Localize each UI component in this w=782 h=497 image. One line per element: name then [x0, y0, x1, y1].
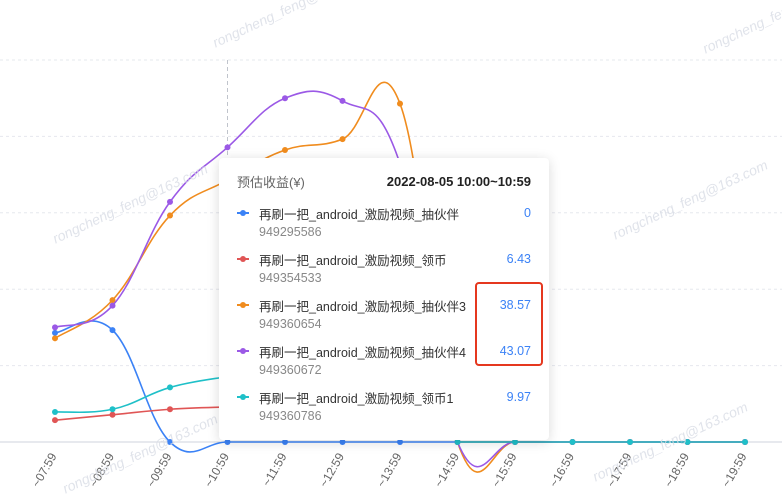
highlight-box	[475, 282, 543, 366]
series-marker-icon	[237, 350, 249, 352]
tooltip-series-name: 再刷一把_android_激励视频_抽伙伴	[259, 204, 459, 223]
x-tick-label: ~12:59	[316, 450, 347, 489]
data-point	[52, 417, 58, 423]
data-point	[110, 327, 116, 333]
tooltip-title: 预估收益(¥)	[237, 172, 305, 191]
x-tick-label: ~16:59	[546, 450, 577, 489]
tooltip-series-id: 949360654	[259, 317, 322, 331]
data-point	[52, 335, 58, 341]
tooltip-item: 再刷一把_android_激励视频_领币1 949360786 9.97	[237, 388, 531, 434]
data-point	[110, 303, 116, 309]
tooltip-series-name: 再刷一把_android_激励视频_领币	[259, 250, 447, 269]
data-point	[167, 213, 173, 219]
data-point	[52, 324, 58, 330]
tooltip-item: 再刷一把_android_激励视频_抽伙伴 949295586 0	[237, 204, 531, 250]
x-tick-label: ~11:59	[259, 450, 289, 489]
data-point	[225, 144, 231, 150]
tooltip-series-value: 6.43	[507, 252, 531, 266]
tooltip-series-id: 949360672	[259, 363, 322, 377]
tooltip-series-id: 949360786	[259, 409, 322, 423]
x-tick-label: ~07:59	[29, 450, 60, 489]
series-line	[55, 377, 228, 413]
tooltip-time: 2022-08-05 10:00~10:59	[387, 174, 531, 189]
tooltip-series-id: 949295586	[259, 225, 322, 239]
data-point	[340, 98, 346, 104]
tooltip-series-id: 949354533	[259, 271, 322, 285]
x-tick-label: ~18:59	[661, 450, 692, 489]
tooltip-series-name: 再刷一把_android_激励视频_抽伙伴3	[259, 296, 466, 315]
series-marker-icon	[237, 212, 249, 214]
x-tick-label: ~19:59	[719, 450, 750, 489]
series-marker-icon	[237, 396, 249, 398]
data-point	[52, 409, 58, 415]
series-marker-icon	[237, 304, 249, 306]
data-point	[167, 406, 173, 412]
data-point	[110, 406, 116, 412]
tooltip-series-name: 再刷一把_android_激励视频_领币1	[259, 388, 454, 407]
tooltip-series-name: 再刷一把_android_激励视频_抽伙伴4	[259, 342, 466, 361]
data-point	[742, 439, 748, 445]
data-point	[282, 147, 288, 153]
data-point	[167, 384, 173, 390]
x-tick-label: ~13:59	[374, 450, 405, 489]
data-point	[627, 439, 633, 445]
series-marker-icon	[237, 258, 249, 260]
data-point	[340, 136, 346, 142]
x-tick-label: ~10:59	[201, 450, 232, 489]
data-point	[570, 439, 576, 445]
data-point	[282, 95, 288, 101]
data-point	[110, 412, 116, 418]
tooltip-series-value: 0	[524, 206, 531, 220]
x-tick-label: ~14:59	[431, 450, 462, 489]
tooltip-series-value: 9.97	[507, 390, 531, 404]
data-point	[397, 101, 403, 107]
data-point	[52, 330, 58, 336]
data-point	[167, 199, 173, 205]
